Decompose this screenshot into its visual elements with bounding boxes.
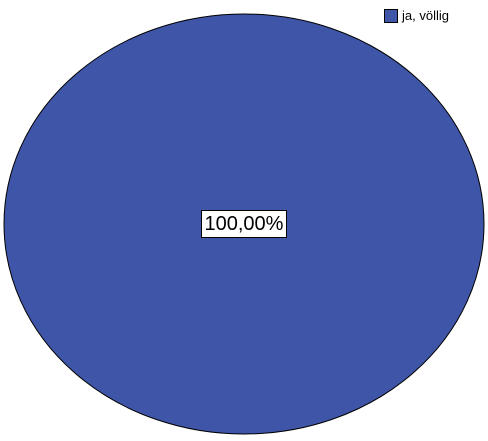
legend-label-ja-voellig: ja, völlig <box>402 8 449 23</box>
slice-data-label: 100,00% <box>200 210 288 238</box>
chart-legend: ja, völlig <box>384 8 449 23</box>
legend-swatch-ja-voellig <box>384 8 398 23</box>
